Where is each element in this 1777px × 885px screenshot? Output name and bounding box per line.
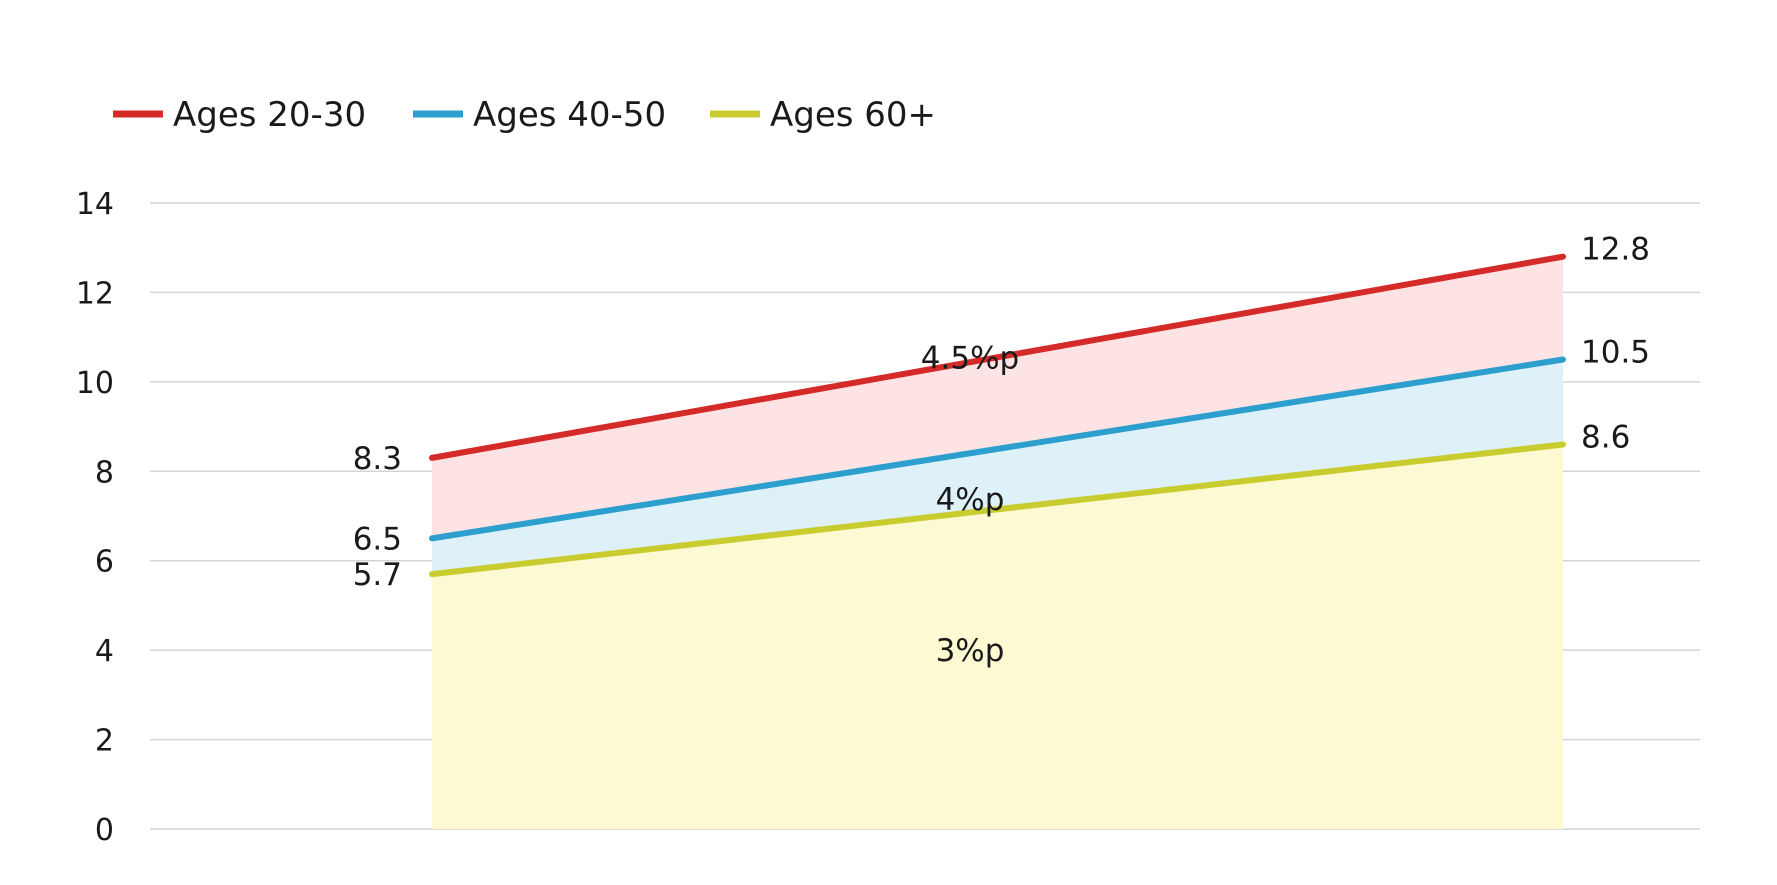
difference-annotations: 4.5%p 4%p 3%p: [921, 340, 1019, 669]
data-label-start: 8.3: [353, 441, 402, 477]
series-line: [429, 356, 1566, 542]
legend-item: Ages 40-50: [413, 95, 666, 135]
difference-annotation: 4.5%p: [921, 340, 1019, 376]
y-tick-label: 8: [95, 455, 114, 490]
y-tick-label: 12: [76, 276, 114, 311]
y-tick-label: 4: [95, 634, 114, 669]
legend-label: Ages 60+: [770, 95, 936, 135]
series-line: [429, 253, 1566, 461]
area-band: [432, 256, 1563, 539]
difference-annotation: 3%p: [936, 633, 1005, 669]
data-label-end: 8.6: [1581, 419, 1630, 455]
legend-item: Ages 20-30: [113, 95, 366, 135]
legend: Ages 20-30 Ages 40-50 Ages 60+: [113, 95, 936, 135]
data-label-end: 10.5: [1581, 335, 1650, 371]
data-label-end: 12.8: [1581, 232, 1650, 268]
y-tick-label: 0: [95, 813, 114, 848]
y-tick-label: 10: [76, 366, 114, 401]
y-tick-label: 2: [95, 724, 114, 759]
series-lines: [429, 253, 1566, 578]
y-tick-label: 14: [76, 187, 114, 222]
legend-label: Ages 40-50: [473, 95, 666, 135]
data-label-start: 5.7: [353, 557, 402, 593]
data-labels: 8.3 12.8 6.5 10.5 5.7 8.6: [353, 232, 1650, 593]
difference-annotation: 4%p: [936, 482, 1005, 518]
area-band: [432, 359, 1563, 575]
area-band: [432, 444, 1563, 829]
y-axis-tick-labels: 0 2 4 6 8 10 12 14: [76, 187, 114, 848]
y-tick-label: 6: [95, 545, 114, 580]
series-line: [429, 441, 1566, 578]
area-fills: [432, 256, 1563, 829]
data-label-start: 6.5: [353, 521, 402, 557]
legend-label: Ages 20-30: [173, 95, 366, 135]
legend-item: Ages 60+: [710, 95, 936, 135]
